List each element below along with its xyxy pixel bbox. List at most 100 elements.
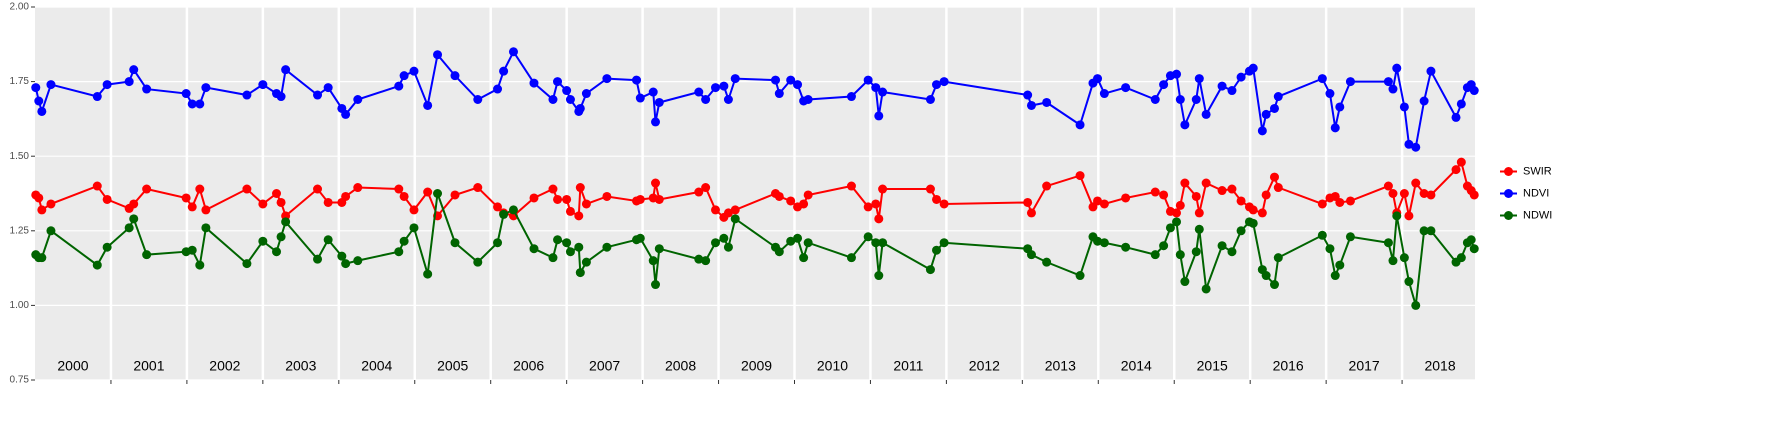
data-point (1236, 196, 1246, 206)
data-point (195, 184, 205, 194)
data-point (1317, 74, 1327, 84)
data-point (529, 244, 539, 254)
data-point (1099, 238, 1109, 248)
data-point (846, 253, 856, 263)
data-point (871, 199, 881, 209)
data-point (925, 265, 935, 275)
data-point (723, 242, 733, 252)
data-point (1392, 211, 1402, 221)
data-point (1093, 196, 1103, 206)
data-point (1217, 241, 1227, 251)
data-point (46, 80, 56, 90)
data-point (1248, 63, 1258, 73)
data-point (548, 253, 558, 263)
data-point (932, 194, 942, 204)
data-point (409, 66, 419, 76)
data-point (694, 254, 704, 264)
data-point (1399, 189, 1409, 198)
data-point (1383, 77, 1393, 87)
data-point (651, 178, 661, 188)
data-point (1191, 95, 1201, 105)
data-point (313, 254, 323, 264)
data-point (242, 259, 252, 269)
data-point (1175, 95, 1185, 105)
data-point (1075, 120, 1085, 130)
data-point (846, 92, 856, 102)
y-tick-label: 2.00 (10, 2, 30, 13)
data-point (803, 190, 813, 200)
data-point (562, 194, 572, 204)
data-point (1150, 95, 1160, 105)
data-point (1042, 181, 1052, 191)
data-point (433, 50, 443, 60)
data-point (1165, 223, 1175, 233)
data-point (799, 253, 809, 263)
x-tick-label: 2018 (1424, 358, 1455, 374)
data-point (1217, 186, 1227, 196)
data-point (1201, 178, 1211, 188)
data-point (195, 260, 205, 270)
data-point (635, 93, 645, 103)
data-point (1248, 205, 1258, 215)
data-point (1026, 208, 1036, 218)
data-point (258, 199, 268, 209)
data-point (124, 223, 134, 233)
data-point (1411, 142, 1421, 152)
data-point (181, 193, 191, 203)
data-point (1456, 99, 1466, 109)
data-point (1159, 80, 1169, 90)
data-point (1335, 102, 1345, 112)
data-point (242, 90, 252, 100)
data-point (553, 77, 563, 87)
data-point (1399, 253, 1409, 263)
x-tick-label: 2002 (209, 358, 240, 374)
data-point (1451, 112, 1461, 122)
data-point (450, 190, 460, 200)
x-tick-label: 2013 (1045, 358, 1076, 374)
data-point (201, 223, 211, 233)
legend-key (1504, 211, 1513, 220)
data-point (34, 193, 44, 203)
data-point (1451, 165, 1461, 175)
data-point (565, 206, 575, 216)
data-point (323, 83, 333, 93)
data-point (493, 238, 503, 248)
data-point (548, 95, 558, 105)
data-point (353, 256, 363, 266)
data-point (793, 80, 803, 90)
data-point (499, 66, 509, 76)
data-point (786, 196, 796, 206)
data-point (341, 259, 351, 269)
data-point (473, 183, 483, 193)
data-point (723, 95, 733, 105)
data-point (581, 257, 591, 267)
data-point (654, 244, 664, 254)
data-point (129, 199, 139, 209)
data-point (701, 256, 711, 266)
data-point (719, 233, 729, 243)
x-tick-label: 2001 (133, 358, 164, 374)
data-point (201, 83, 211, 93)
data-point (1075, 171, 1085, 181)
data-point (394, 81, 404, 91)
data-point (694, 187, 704, 197)
data-point (1345, 196, 1355, 206)
data-point (654, 194, 664, 204)
data-point (803, 95, 813, 105)
data-point (1227, 86, 1237, 96)
data-point (1404, 211, 1414, 221)
data-point (701, 95, 711, 105)
x-tick-label: 2006 (513, 358, 544, 374)
data-point (1261, 190, 1271, 200)
data-point (1345, 232, 1355, 242)
data-point (1419, 189, 1429, 198)
data-point (1194, 224, 1204, 234)
data-point (1426, 66, 1436, 76)
legend-label: NDWI (1523, 209, 1552, 221)
data-point (142, 84, 152, 94)
data-point (1159, 241, 1169, 251)
data-point (863, 232, 873, 242)
data-point (337, 251, 347, 261)
data-point (1317, 230, 1327, 240)
data-point (129, 214, 139, 224)
